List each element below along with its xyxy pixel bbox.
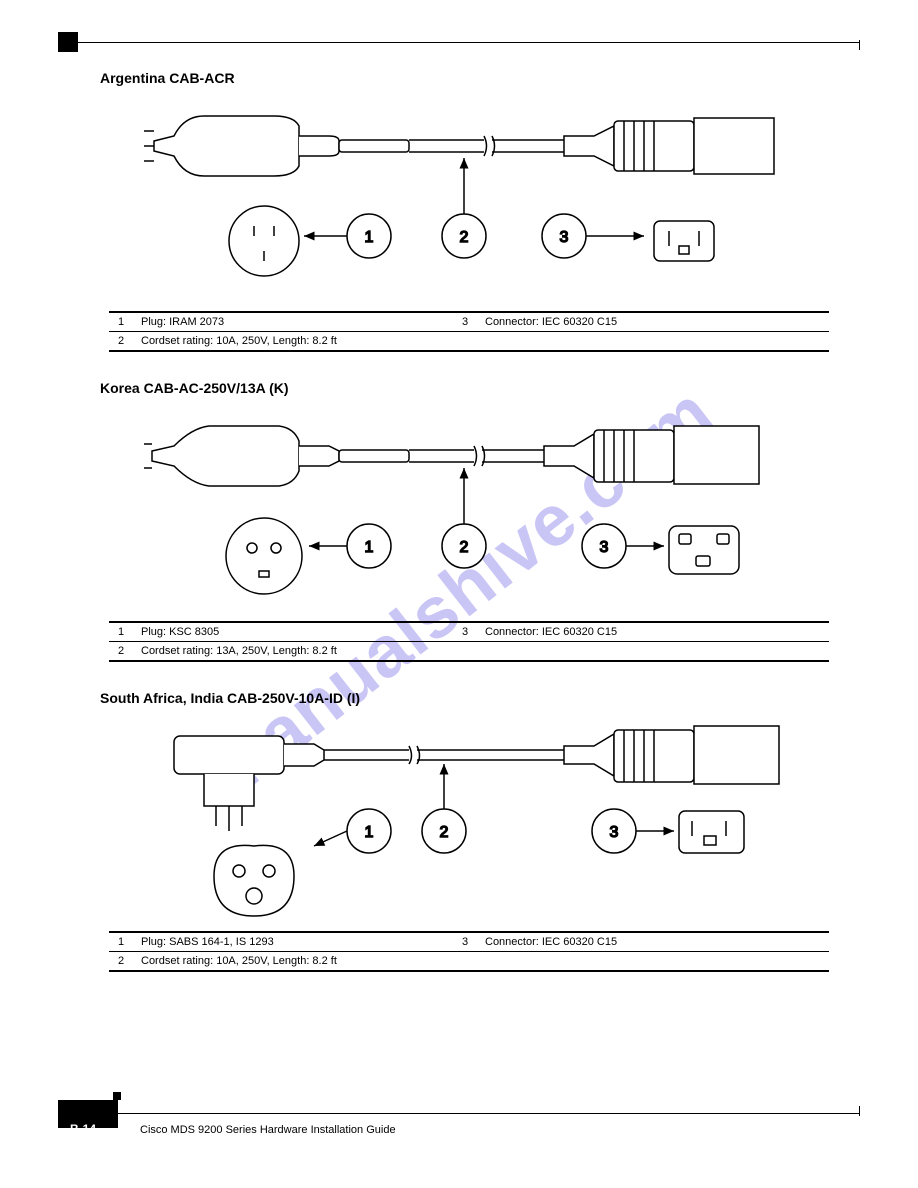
cord-section-india: South Africa, India CAB-250V-10A-ID (I) <box>100 690 838 972</box>
svg-text:3: 3 <box>560 229 569 246</box>
table-row: 1 Plug: IRAM 2073 3 Connector: IEC 60320… <box>109 312 829 332</box>
svg-text:1: 1 <box>365 229 374 246</box>
page-number: B-14 <box>70 1122 96 1136</box>
spec-table-india: 1 Plug: SABS 164-1, IS 1293 3 Connector:… <box>109 931 829 972</box>
table-row: 2 Cordset rating: 10A, 250V, Length: 8.2… <box>109 952 829 972</box>
section-title: Korea CAB-AC-250V/13A (K) <box>100 380 838 396</box>
table-row: 1 Plug: KSC 8305 3 Connector: IEC 60320 … <box>109 622 829 642</box>
cord-diagram-korea: 1 2 3 <box>144 406 794 606</box>
table-row: 2 Cordset rating: 10A, 250V, Length: 8.2… <box>109 332 829 352</box>
cord-section-argentina: Argentina CAB-ACR <box>100 70 838 352</box>
svg-text:2: 2 <box>460 539 469 556</box>
table-row: 2 Cordset rating: 13A, 250V, Length: 8.2… <box>109 642 829 662</box>
svg-text:1: 1 <box>365 539 374 556</box>
svg-text:2: 2 <box>460 229 469 246</box>
footer-text: Cisco MDS 9200 Series Hardware Installat… <box>140 1124 396 1136</box>
svg-text:3: 3 <box>600 539 609 556</box>
section-title: South Africa, India CAB-250V-10A-ID (I) <box>100 690 838 706</box>
section-title: Argentina CAB-ACR <box>100 70 838 86</box>
svg-text:2: 2 <box>440 824 449 841</box>
cord-diagram-india: 1 2 3 <box>144 716 794 916</box>
cord-diagram-argentina: 1 2 3 <box>144 96 794 296</box>
table-row: 1 Plug: SABS 164-1, IS 1293 3 Connector:… <box>109 932 829 952</box>
spec-table-korea: 1 Plug: KSC 8305 3 Connector: IEC 60320 … <box>109 621 829 662</box>
svg-text:3: 3 <box>610 824 619 841</box>
svg-text:1: 1 <box>365 824 374 841</box>
page-content: Argentina CAB-ACR <box>100 70 838 1088</box>
cord-section-korea: Korea CAB-AC-250V/13A (K) 1 <box>100 380 838 662</box>
spec-table-argentina: 1 Plug: IRAM 2073 3 Connector: IEC 60320… <box>109 311 829 352</box>
